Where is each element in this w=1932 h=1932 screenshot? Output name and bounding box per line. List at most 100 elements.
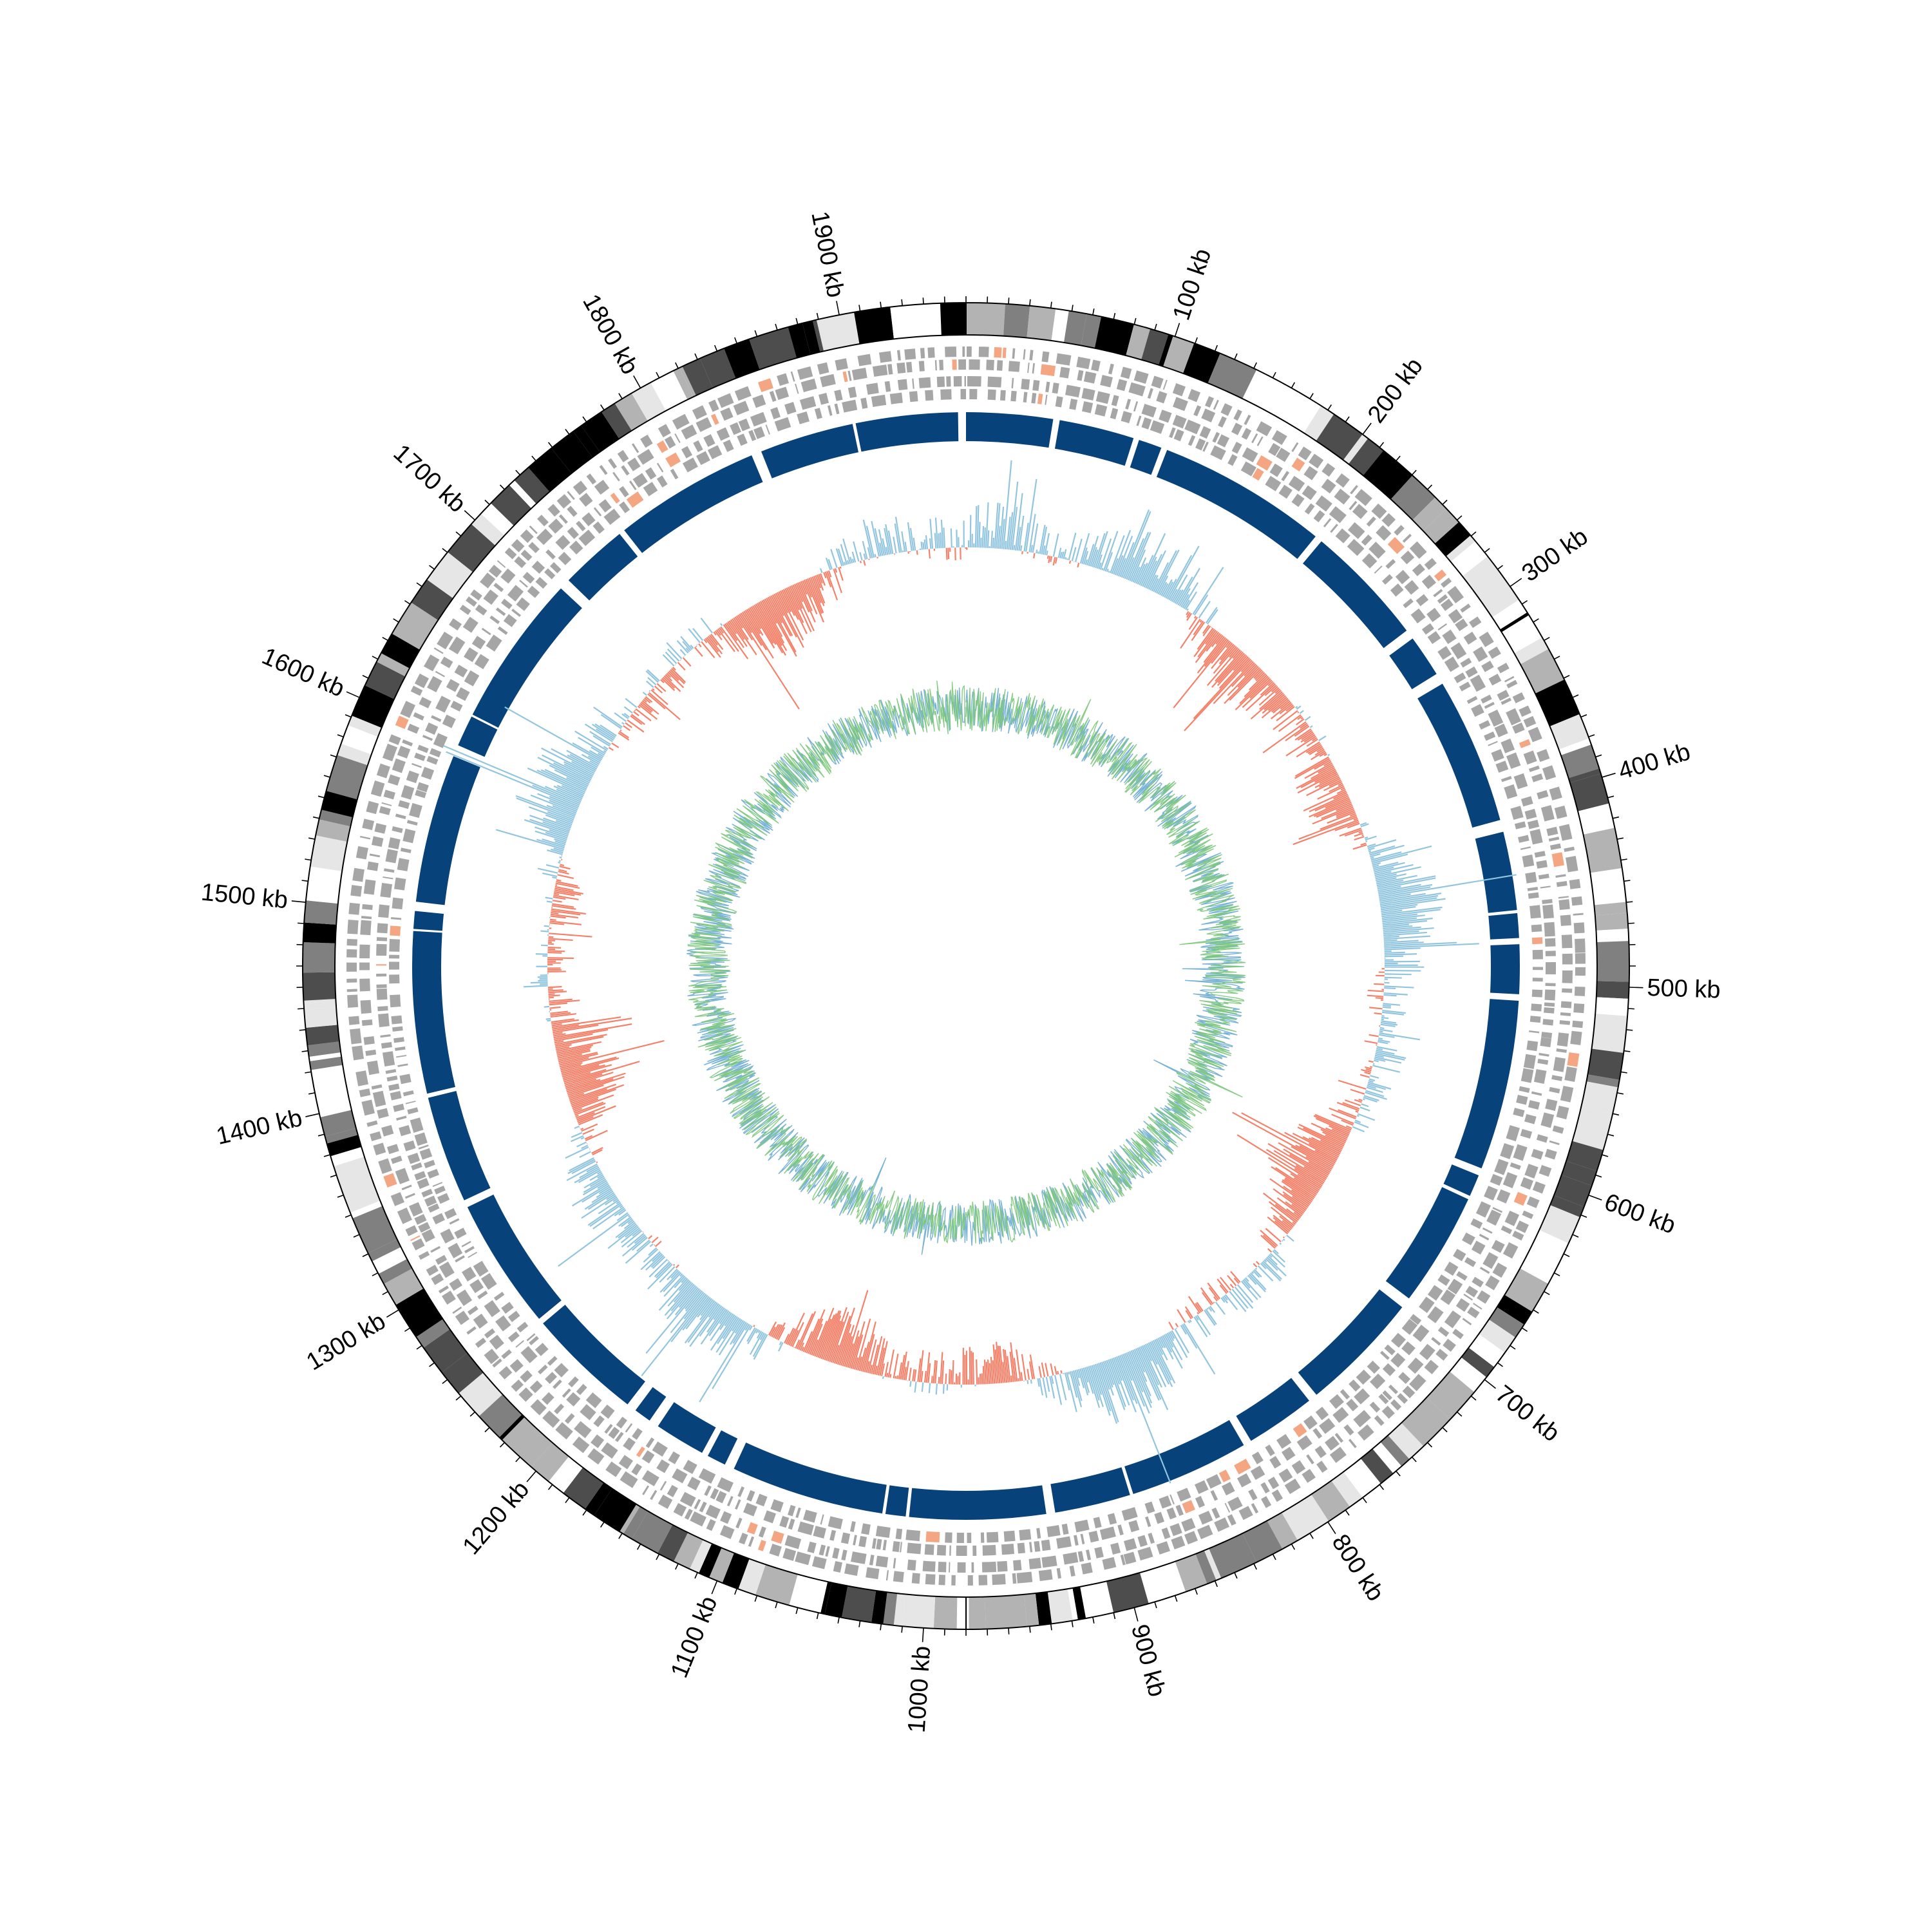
gene-feature xyxy=(1506,752,1521,769)
gene-feature xyxy=(388,774,401,786)
gene-feature xyxy=(1199,426,1211,439)
gene-feature xyxy=(900,1542,902,1553)
coding-block xyxy=(1130,440,1162,475)
gene-feature xyxy=(1227,454,1238,466)
gene-feature xyxy=(797,411,810,424)
gene-feature xyxy=(558,551,572,565)
coding-block xyxy=(1454,999,1519,1169)
karyotype-band xyxy=(1596,941,1630,982)
gene-feature xyxy=(1506,679,1518,688)
gene-feature xyxy=(414,752,426,761)
gene-feature xyxy=(1546,826,1558,837)
gene-feature xyxy=(1133,370,1149,384)
karyotype-band xyxy=(315,1088,352,1117)
gene-feature xyxy=(1082,401,1094,413)
coding-block xyxy=(855,412,959,452)
gene-feature xyxy=(650,1490,658,1501)
gene-feature xyxy=(1374,1415,1385,1426)
gene-feature xyxy=(1282,1446,1296,1461)
gene-feature xyxy=(461,1267,477,1282)
gene-feature xyxy=(1473,646,1488,662)
karyotype-band xyxy=(325,1128,358,1144)
gene-feature xyxy=(389,954,400,959)
karyotype-band xyxy=(1126,324,1151,360)
gene-feature xyxy=(1419,1296,1435,1313)
gene-feature xyxy=(1173,397,1188,412)
karyotype-band xyxy=(1401,1397,1450,1446)
gene-feature xyxy=(1120,366,1132,379)
gene-feature xyxy=(987,376,1002,388)
gene-feature xyxy=(1486,1209,1502,1226)
gene-feature xyxy=(1542,1019,1554,1026)
coding-block xyxy=(1303,541,1407,649)
gene-feature xyxy=(1261,1496,1272,1508)
gene-feature xyxy=(1091,359,1101,372)
gene-feature xyxy=(1401,1318,1418,1335)
gene-feature xyxy=(1477,1290,1491,1304)
karyotype-band xyxy=(334,1157,374,1196)
gene-feature xyxy=(659,1481,667,1491)
gene-feature xyxy=(967,376,981,387)
gene-feature xyxy=(1388,1384,1398,1394)
gene-feature xyxy=(681,424,697,440)
gene-feature xyxy=(391,1015,402,1025)
gene-feature xyxy=(1532,949,1543,960)
gene-feature xyxy=(511,539,525,553)
karyotype-band xyxy=(1511,632,1542,654)
gene-feature xyxy=(1077,1551,1084,1562)
gene-feature xyxy=(788,1504,796,1517)
gene-feature xyxy=(1303,466,1318,480)
gene-feature xyxy=(797,366,813,380)
gene-feature xyxy=(1198,1510,1213,1525)
gene-feature xyxy=(501,1302,514,1314)
gene-feature xyxy=(1128,1520,1140,1533)
gene-feature xyxy=(362,904,373,911)
gene-feature xyxy=(813,1526,826,1539)
karyotype-band xyxy=(623,1506,649,1539)
gene-feature xyxy=(819,1544,826,1556)
gene-feature xyxy=(1381,513,1396,527)
gene-feature xyxy=(507,1331,520,1343)
karyotype-band xyxy=(343,1184,381,1213)
gene-feature xyxy=(1205,396,1214,408)
gene-feature xyxy=(346,978,357,983)
gene-feature xyxy=(909,391,918,402)
gene-feature xyxy=(1397,1393,1408,1404)
gene-feature xyxy=(753,426,765,439)
gene-feature xyxy=(435,1255,448,1265)
karyotype-band xyxy=(883,1592,898,1625)
karyotype-band xyxy=(699,1543,722,1578)
gene-feature xyxy=(389,974,400,984)
gene-feature xyxy=(1291,493,1305,507)
gene-feature xyxy=(858,1535,867,1548)
gene-feature xyxy=(1110,1542,1121,1555)
coding-block xyxy=(658,1402,716,1454)
gene-feature xyxy=(978,1575,988,1586)
gene-feature xyxy=(1371,503,1387,519)
gene-feature xyxy=(1013,1560,1022,1571)
karyotype-band xyxy=(319,810,353,827)
karyotype-band xyxy=(689,1539,712,1573)
gene-feature xyxy=(464,647,478,663)
gene-feature xyxy=(592,521,605,534)
karyotype-band xyxy=(1343,1458,1381,1498)
gene-feature xyxy=(1524,808,1537,820)
gene-feature xyxy=(466,596,477,607)
gene-feature xyxy=(1252,468,1264,481)
gene-feature xyxy=(389,939,400,952)
gene-feature xyxy=(849,1521,856,1532)
gene-feature xyxy=(757,378,773,392)
gene-feature xyxy=(473,1313,488,1329)
gene-feature xyxy=(743,1502,757,1517)
coding-block xyxy=(1236,1378,1309,1441)
gene-feature xyxy=(1497,690,1510,701)
gene-feature xyxy=(1117,1524,1124,1536)
gene-feature xyxy=(1409,1374,1426,1392)
gene-feature xyxy=(1296,1435,1312,1451)
gene-feature xyxy=(1348,1439,1357,1448)
gene-feature xyxy=(579,493,593,507)
gene-feature xyxy=(545,549,556,560)
gene-feature xyxy=(1065,384,1081,398)
gene-feature xyxy=(832,1548,840,1559)
gene-feature xyxy=(872,365,888,377)
